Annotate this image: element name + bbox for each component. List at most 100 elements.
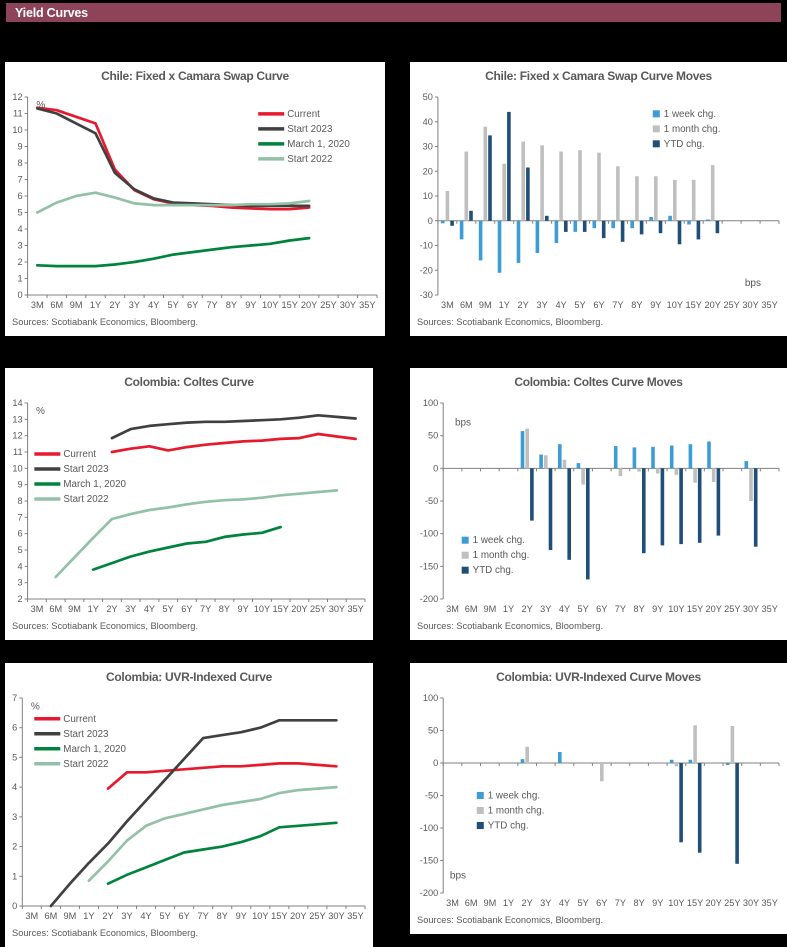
coltes-moves-chart: -200 -150 -100 -50 0 50 100 3M 6M 9M 1Y 2Y 3Y 4Y 5Y 6Y 7… — [420, 398, 780, 614]
svg-text:20Y: 20Y — [291, 604, 307, 614]
svg-text:20Y: 20Y — [301, 300, 317, 310]
svg-text:8Y: 8Y — [633, 898, 644, 908]
svg-text:5Y: 5Y — [163, 604, 174, 614]
svg-text:10Y: 10Y — [252, 911, 268, 921]
svg-text:5Y: 5Y — [577, 604, 588, 614]
svg-text:4Y: 4Y — [559, 604, 570, 614]
svg-text:35Y: 35Y — [347, 911, 363, 921]
svg-text:35Y: 35Y — [347, 604, 363, 614]
svg-text:11: 11 — [13, 447, 23, 457]
svg-text:100: 100 — [423, 398, 438, 408]
svg-text:35Y: 35Y — [359, 300, 375, 310]
sources-note: Sources: Scotiabank Economics, Bloomberg… — [12, 928, 199, 938]
svg-text:6M: 6M — [465, 604, 478, 614]
svg-text:4Y: 4Y — [140, 911, 151, 921]
svg-text:9M: 9M — [70, 300, 83, 310]
svg-text:8Y: 8Y — [633, 604, 644, 614]
svg-text:6M: 6M — [465, 898, 478, 908]
svg-text:15Y: 15Y — [686, 300, 702, 310]
svg-text:3: 3 — [17, 241, 22, 251]
svg-text:3Y: 3Y — [540, 898, 551, 908]
svg-text:7Y: 7Y — [200, 604, 211, 614]
svg-text:6Y: 6Y — [596, 604, 607, 614]
panel-coltes-curve: Colombia: Coltes Curve 2 3 4 5 6 7 8 9 10 11 12 13 1… — [5, 368, 373, 640]
svg-text:30Y: 30Y — [329, 604, 345, 614]
svg-text:8Y: 8Y — [217, 911, 228, 921]
svg-text:1 week chg.: 1 week chg. — [488, 791, 540, 802]
svg-text:6M: 6M — [44, 911, 57, 921]
svg-text:25Y: 25Y — [320, 300, 336, 310]
svg-text:-30: -30 — [420, 290, 433, 300]
svg-text:10: 10 — [423, 191, 433, 201]
svg-text:7: 7 — [17, 175, 22, 185]
svg-text:%: % — [36, 100, 45, 111]
svg-text:8: 8 — [17, 496, 22, 506]
svg-text:6: 6 — [17, 529, 22, 539]
svg-text:2Y: 2Y — [518, 300, 529, 310]
svg-text:25Y: 25Y — [310, 604, 326, 614]
svg-text:Current: Current — [63, 449, 96, 460]
svg-text:3Y: 3Y — [121, 911, 132, 921]
uvr-curve-chart: 0 1 2 3 4 5 6 7 3M 6M 9M 1Y 2Y 3Y 4Y 5Y 6Y 7Y 8Y 9Y 10Y 15Y 20… — [12, 693, 366, 921]
svg-text:15Y: 15Y — [272, 604, 288, 614]
svg-text:1Y: 1Y — [83, 911, 94, 921]
svg-text:9Y: 9Y — [652, 604, 663, 614]
svg-text:15Y: 15Y — [281, 300, 297, 310]
sources-note: Sources: Scotiabank Economics, Bloomberg… — [417, 317, 604, 327]
svg-text:10Y: 10Y — [668, 898, 684, 908]
svg-text:12: 12 — [12, 92, 22, 102]
svg-text:-20: -20 — [420, 265, 433, 275]
svg-text:5Y: 5Y — [574, 300, 585, 310]
svg-text:5: 5 — [17, 545, 22, 555]
svg-text:bps: bps — [450, 870, 466, 881]
svg-text:9M: 9M — [68, 604, 81, 614]
svg-text:bps: bps — [455, 418, 471, 429]
svg-text:20Y: 20Y — [706, 898, 722, 908]
svg-text:7Y: 7Y — [612, 300, 623, 310]
svg-text:Start 2023: Start 2023 — [63, 464, 109, 475]
svg-text:15Y: 15Y — [271, 911, 287, 921]
svg-text:-200: -200 — [420, 888, 438, 898]
svg-text:9Y: 9Y — [650, 300, 661, 310]
svg-text:12: 12 — [12, 431, 22, 441]
page-header: Yield Curves — [6, 3, 781, 22]
svg-text:6: 6 — [12, 723, 17, 733]
svg-text:2Y: 2Y — [106, 604, 117, 614]
svg-text:10Y: 10Y — [668, 604, 684, 614]
svg-text:35Y: 35Y — [761, 898, 777, 908]
svg-text:50: 50 — [428, 726, 438, 736]
svg-text:1 month chg.: 1 month chg. — [664, 124, 721, 135]
svg-text:20Y: 20Y — [704, 300, 720, 310]
svg-text:5Y: 5Y — [159, 911, 170, 921]
svg-text:10: 10 — [12, 463, 22, 473]
svg-text:3M: 3M — [441, 300, 454, 310]
svg-text:9M: 9M — [479, 300, 492, 310]
svg-text:-10: -10 — [420, 241, 433, 251]
svg-text:4Y: 4Y — [555, 300, 566, 310]
svg-text:3M: 3M — [446, 604, 459, 614]
svg-text:15Y: 15Y — [687, 898, 703, 908]
svg-text:March 1, 2020: March 1, 2020 — [63, 744, 126, 755]
svg-text:8Y: 8Y — [219, 604, 230, 614]
svg-text:1 week chg.: 1 week chg. — [664, 109, 716, 120]
svg-text:5Y: 5Y — [168, 300, 179, 310]
svg-text:9Y: 9Y — [238, 604, 249, 614]
svg-text:-50: -50 — [425, 791, 438, 801]
svg-text:6Y: 6Y — [179, 911, 190, 921]
svg-text:Current: Current — [287, 109, 320, 120]
svg-text:3M: 3M — [31, 604, 44, 614]
svg-text:0: 0 — [433, 758, 438, 768]
svg-text:30: 30 — [423, 142, 433, 152]
svg-text:1 week chg.: 1 week chg. — [473, 535, 525, 546]
svg-text:0: 0 — [12, 901, 17, 911]
svg-text:10Y: 10Y — [254, 604, 270, 614]
svg-text:20Y: 20Y — [706, 604, 722, 614]
svg-text:9: 9 — [17, 480, 22, 490]
svg-text:30Y: 30Y — [328, 911, 344, 921]
svg-text:13: 13 — [12, 414, 22, 424]
svg-text:6: 6 — [17, 191, 22, 201]
sources-note: Sources: Scotiabank Economics, Bloomberg… — [12, 317, 199, 327]
svg-text:30Y: 30Y — [340, 300, 356, 310]
